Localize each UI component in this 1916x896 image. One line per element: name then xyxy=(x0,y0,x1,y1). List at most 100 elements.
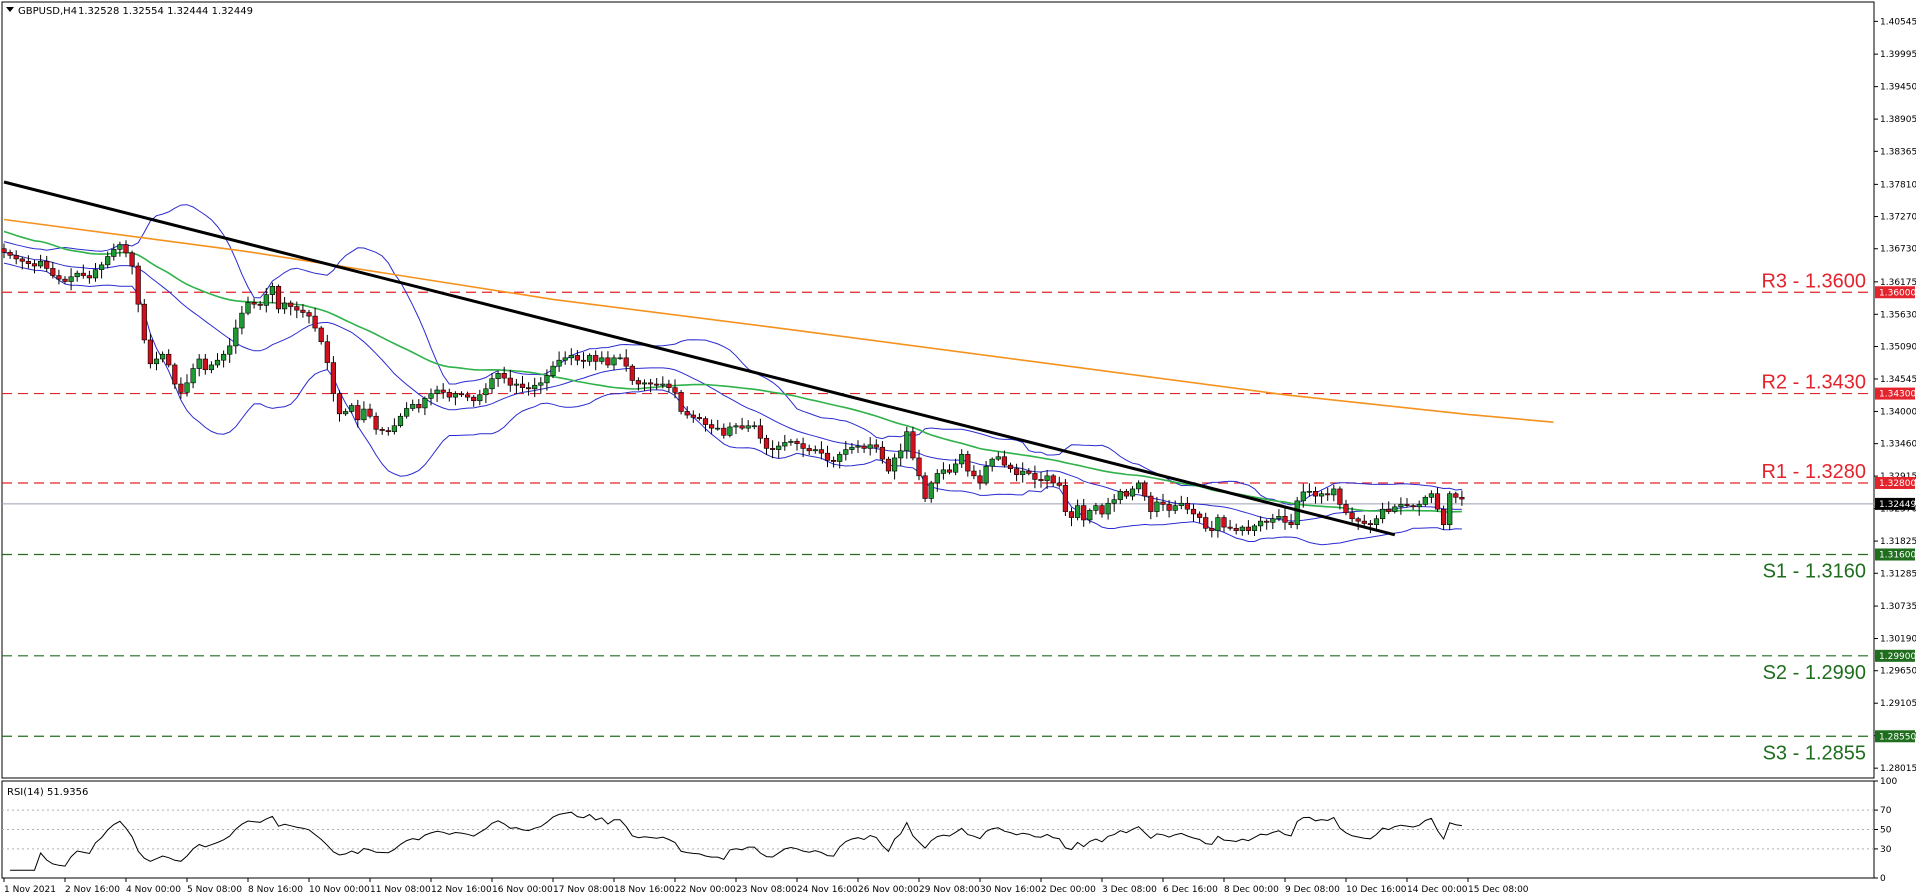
candle-body-38 xyxy=(233,327,239,347)
candle-body-190 xyxy=(1160,501,1166,505)
level-label-5: S3 - 1.2855 xyxy=(1763,742,1866,764)
candle-body-145 xyxy=(885,458,892,472)
candle-body-189 xyxy=(1154,501,1160,512)
candle-body-212 xyxy=(1294,500,1300,525)
candle-body-226 xyxy=(1380,508,1386,520)
candle-body-114 xyxy=(696,417,702,419)
level-price-badge-2 xyxy=(1875,476,1915,489)
time-tick-label-17: 2 Dec 00:00 xyxy=(1041,885,1096,895)
candle-body-135 xyxy=(824,452,831,461)
price-tick-label-3: 1.38905 xyxy=(1880,115,1916,125)
candle-body-29 xyxy=(178,383,184,393)
time-tick-label-16: 30 Nov 16:00 xyxy=(980,885,1041,895)
candle-body-219 xyxy=(1337,488,1343,505)
candle-body-214 xyxy=(1306,491,1312,493)
time-tick-label-4: 8 Nov 16:00 xyxy=(248,885,303,895)
candle-body-74 xyxy=(452,393,459,398)
candle-body-1 xyxy=(7,252,13,256)
time-tick-label-1: 2 Nov 16:00 xyxy=(65,885,120,895)
candle-body-10 xyxy=(62,278,68,282)
candle-body-175 xyxy=(1068,511,1075,518)
candle-body-132 xyxy=(806,448,812,452)
price-tick-label-1: 1.39995 xyxy=(1880,50,1916,60)
candle-body-52 xyxy=(318,327,324,343)
candle-body-161 xyxy=(983,465,989,484)
candle-body-21 xyxy=(129,252,135,267)
candle-body-228 xyxy=(1392,506,1398,512)
candle-body-33 xyxy=(202,358,208,371)
candle-body-122 xyxy=(745,425,751,429)
candle-body-96 xyxy=(586,355,593,362)
candle-body-146 xyxy=(891,457,898,472)
price-tick-label-11: 1.34545 xyxy=(1880,375,1916,385)
candle-body-128 xyxy=(782,442,788,447)
candle-body-97 xyxy=(593,355,599,362)
candle-body-142 xyxy=(867,444,873,449)
price-axis: 1.40545 1.39995 1.39450 1.38905 1.38365 1.378… xyxy=(1874,17,1916,774)
candle-body-172 xyxy=(1050,475,1056,484)
rsi-tick-label-2: 50 xyxy=(1880,826,1892,836)
candle-body-77 xyxy=(471,396,477,402)
candle-body-64 xyxy=(391,425,398,433)
candle-body-93 xyxy=(568,355,574,359)
candle-body-154 xyxy=(940,469,946,474)
candle-body-159 xyxy=(971,470,977,477)
candle-body-20 xyxy=(123,244,129,254)
candle-body-180 xyxy=(1099,505,1105,515)
candle-body-115 xyxy=(702,418,709,425)
candle-body-196 xyxy=(1197,513,1203,518)
level-lines xyxy=(2,291,1874,737)
descending-trendline xyxy=(3,180,1396,537)
main-chart-frame xyxy=(1,1,1875,779)
candle-body-140 xyxy=(855,445,861,448)
current-price-badge xyxy=(1875,497,1915,510)
level-label-4: S2 - 1.2990 xyxy=(1763,662,1866,684)
candle-body-23 xyxy=(141,303,147,341)
time-tick-label-5: 10 Nov 00:00 xyxy=(309,885,370,895)
candle-body-118 xyxy=(721,427,727,436)
candle-body-69 xyxy=(422,398,428,409)
candle-body-197 xyxy=(1203,517,1209,529)
candle-body-239 xyxy=(1459,496,1465,500)
candle-body-80 xyxy=(489,378,495,390)
candle-body-62 xyxy=(379,429,385,431)
candle-body-134 xyxy=(818,449,824,454)
candle-body-107 xyxy=(654,383,660,386)
candle-body-131 xyxy=(800,443,806,449)
candle-body-78 xyxy=(477,394,483,402)
candle-body-108 xyxy=(660,383,666,386)
candle-body-126 xyxy=(769,448,776,450)
level-price-badge-label-1: 1.34300 xyxy=(1879,390,1916,400)
level-labels: R3 - 1.3600 R2 - 1.3430 R1 - 1.3280 S1 - 1.… xyxy=(1761,270,1866,764)
candle-body-216 xyxy=(1319,493,1325,497)
level-price-badge-label-4: 1.29900 xyxy=(1879,652,1916,662)
candle-body-28 xyxy=(172,364,178,385)
candle-body-59 xyxy=(361,408,367,421)
candle-body-147 xyxy=(898,450,904,459)
time-tick-label-10: 18 Nov 16:00 xyxy=(614,885,675,895)
time-tick-label-22: 10 Dec 16:00 xyxy=(1346,885,1407,895)
candle-body-136 xyxy=(830,460,837,462)
candle-body-104 xyxy=(635,380,641,385)
candle-body-173 xyxy=(1056,482,1062,486)
candle-body-44 xyxy=(269,285,276,295)
level-price-badge-label-3: 1.31600 xyxy=(1879,550,1916,560)
candle-body-88 xyxy=(538,382,544,386)
time-tick-label-24: 15 Dec 08:00 xyxy=(1468,885,1529,895)
level-price-badge-4 xyxy=(1875,649,1915,662)
candle-body-233 xyxy=(1422,496,1428,505)
candle-body-121 xyxy=(739,425,745,429)
candle-body-79 xyxy=(483,388,489,396)
price-tick-label-12: 1.34000 xyxy=(1880,407,1916,417)
candle-body-205 xyxy=(1251,525,1258,531)
candle-body-70 xyxy=(428,393,434,399)
candle-body-138 xyxy=(843,449,849,455)
collapse-triangle-icon[interactable] xyxy=(6,7,14,12)
candle-body-37 xyxy=(227,345,233,355)
candle-body-169 xyxy=(1032,473,1038,480)
candle-body-81 xyxy=(495,373,501,379)
candle-body-166 xyxy=(1013,468,1020,475)
candle-body-234 xyxy=(1428,493,1434,498)
candle-body-51 xyxy=(312,315,318,329)
